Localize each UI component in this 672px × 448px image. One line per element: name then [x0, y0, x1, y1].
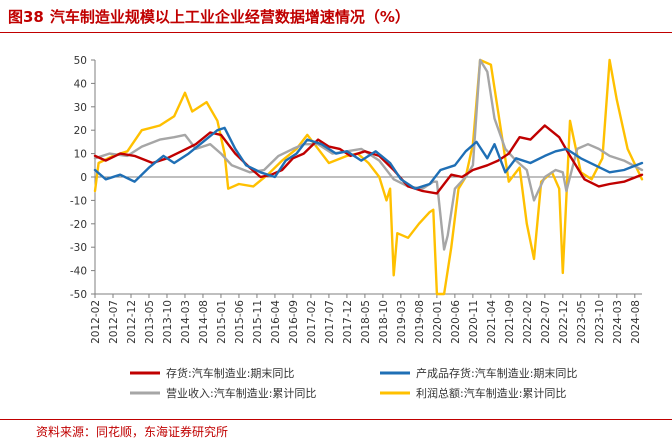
x-tick-label: 2016-09 [288, 300, 300, 344]
series-lines [93, 58, 644, 296]
x-tick-label: 2015-01 [216, 300, 228, 344]
y-tick-label: 0 [80, 172, 87, 184]
x-tick-label: 2021-09 [504, 300, 516, 344]
x-tick-label: 2019-03 [396, 300, 408, 344]
y-tick-label: -40 [70, 266, 87, 278]
y-tick-label: -50 [70, 289, 87, 301]
legend: 存货:汽车制造业:期末同比 产成品存货:汽车制造业:期末同比营业收入:汽车制造业:… [130, 366, 577, 400]
footer-divider [0, 419, 672, 420]
x-tick-label: 2022-07 [540, 300, 552, 344]
x-tick-label: 2024-08 [630, 300, 642, 344]
x-tick-label: 2013-10 [162, 300, 174, 344]
x-tick-label: 2023-10 [594, 300, 606, 344]
x-tick-label: 2022-12 [558, 300, 570, 344]
x-tick-label: 2020-11 [468, 300, 480, 344]
x-tick-label: 2015-11 [252, 300, 264, 344]
legend-label-finished_goods: 产成品存货:汽车制造业:期末同比 [416, 366, 577, 380]
x-tick-label: 2017-07 [324, 300, 336, 344]
x-tick-label: 2024-03 [612, 300, 624, 344]
source-note: 资料来源：同花顺，东海证券研究所 [36, 425, 229, 439]
legend-label-revenue: 营业收入:汽车制造业:累计同比 [166, 386, 316, 400]
y-tick-label: 40 [74, 78, 87, 90]
title-text: 汽车制造业规模以上工业企业经营数据增速情况（%） [49, 8, 410, 26]
y-tick-label: -20 [70, 219, 87, 231]
x-tick-label: 2019-08 [414, 300, 426, 344]
y-tick-label: 20 [74, 125, 87, 137]
series-line-profit [93, 58, 644, 296]
series-line-finished_goods [93, 126, 644, 190]
x-tick-label: 2013-05 [144, 300, 156, 344]
legend-label-profit: 利润总额:汽车制造业:累计同比 [416, 386, 566, 400]
x-tick-label: 2020-06 [450, 300, 462, 344]
x-tick-label: 2017-12 [342, 300, 354, 344]
axes: -50 -40 -30 -20 -10 0 10 20 30 40 50 2012-02 2012-07… [70, 55, 642, 344]
legend-label-inventory: 存货:汽车制造业:期末同比 [166, 366, 294, 380]
y-tick-label: 50 [74, 55, 87, 67]
line-chart: -50 -40 -30 -20 -10 0 10 20 30 40 50 2012-02 2012-07… [70, 55, 644, 400]
y-tick-label: -10 [70, 195, 87, 207]
title-divider [0, 32, 672, 33]
x-tick-label: 2012-07 [108, 300, 120, 344]
x-tick-label: 2016-04 [270, 300, 282, 344]
x-tick-label: 2014-08 [198, 300, 210, 344]
x-tick-label: 2018-10 [378, 300, 390, 344]
x-tick-label: 2012-12 [126, 300, 138, 344]
chart-title: 图38 汽车制造业规模以上工业企业经营数据增速情况（%） [8, 6, 664, 28]
x-tick-label: 2017-02 [306, 300, 318, 344]
x-tick-label: 2018-05 [360, 300, 372, 344]
x-tick-label: 2015-06 [234, 300, 246, 344]
x-tick-label: 2021-04 [486, 300, 498, 344]
x-tick-label: 2020-01 [432, 300, 444, 344]
x-tick-label: 2022-02 [522, 300, 534, 344]
y-tick-label: 30 [74, 102, 87, 114]
figure-number: 图38 [8, 8, 44, 26]
x-tick-label: 2012-02 [90, 300, 102, 344]
y-tick-label: -30 [70, 242, 87, 254]
x-tick-label: 2014-03 [180, 300, 192, 344]
y-tick-label: 10 [74, 149, 87, 161]
x-tick-label: 2023-05 [576, 300, 588, 344]
